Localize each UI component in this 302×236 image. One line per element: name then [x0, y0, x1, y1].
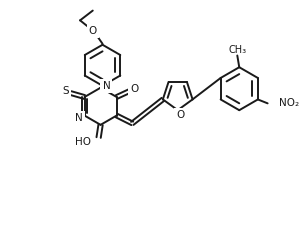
Text: O: O: [89, 26, 97, 36]
Text: S: S: [63, 86, 69, 96]
Text: HO: HO: [75, 137, 91, 148]
Text: N: N: [75, 114, 82, 123]
Text: O: O: [177, 110, 185, 120]
Text: NO₂: NO₂: [279, 98, 300, 108]
Text: O: O: [130, 84, 138, 94]
Text: N: N: [103, 81, 110, 91]
Text: CH₃: CH₃: [228, 45, 246, 55]
